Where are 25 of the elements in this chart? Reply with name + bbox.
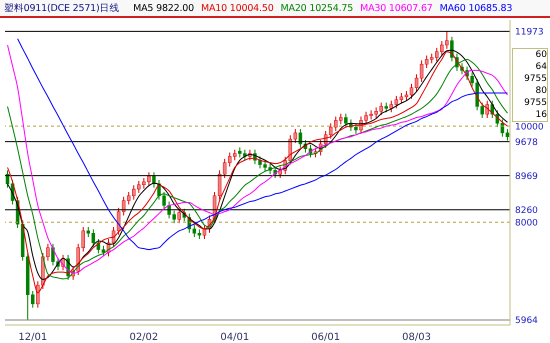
y-tick-label: 8000 bbox=[515, 218, 538, 228]
candlestick bbox=[202, 224, 206, 240]
text: MA20 10254.75 bbox=[280, 2, 354, 14]
text: MA30 10607.67 bbox=[360, 2, 433, 14]
x-tick-label: 04/01 bbox=[220, 332, 250, 343]
x-tick-label: 02/02 bbox=[129, 332, 158, 343]
text: MA10 10004.50 bbox=[201, 2, 274, 14]
text: MA60 10685.83 bbox=[440, 2, 512, 14]
candlestick bbox=[152, 172, 156, 188]
x-tick-label: 06/01 bbox=[311, 332, 340, 343]
candlestick bbox=[486, 100, 489, 118]
chart-title: 塑料0911(DCE 2571)日线 bbox=[4, 2, 120, 14]
text-box: 60 64 9755 80 9755 16 bbox=[512, 48, 548, 122]
y-tick-label: 9678 bbox=[515, 138, 538, 148]
x-tick-label: 08/03 bbox=[402, 332, 431, 343]
y-tick-label: 8260 bbox=[515, 206, 538, 216]
y-tick-label: 8969 bbox=[515, 172, 538, 182]
candlestick bbox=[177, 208, 181, 224]
candlestick bbox=[344, 113, 348, 128]
y-tick-label: 11973 bbox=[515, 28, 544, 38]
y-tick-label: 10000 bbox=[515, 122, 544, 132]
x-tick-label: 12/01 bbox=[18, 332, 48, 343]
text: MA5 9822.00 bbox=[133, 2, 194, 14]
y-tick-label: 5964 bbox=[515, 316, 538, 326]
candlestick bbox=[384, 102, 388, 113]
